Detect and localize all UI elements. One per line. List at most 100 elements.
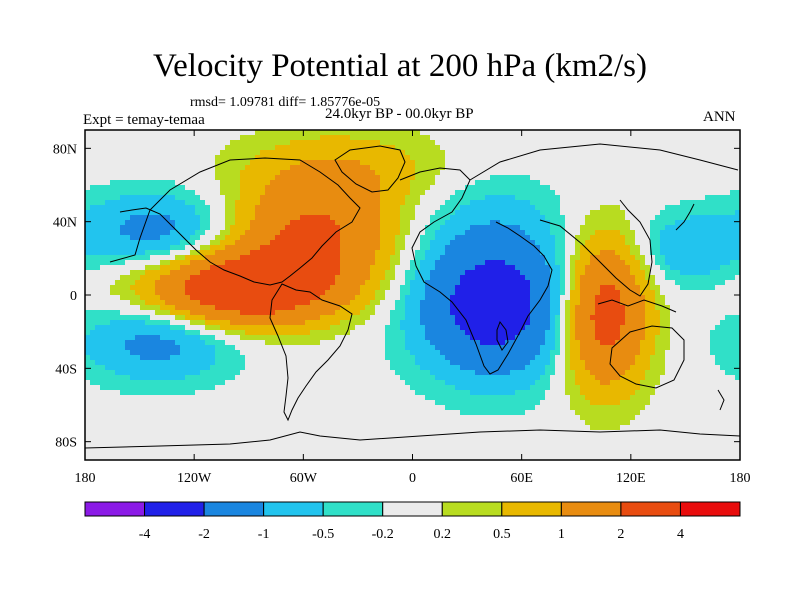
field-cell [345,180,351,186]
field-cell [350,160,356,166]
field-cell [175,440,181,446]
field-cell [400,180,406,186]
field-cell [400,150,406,156]
field-cell [425,290,431,296]
field-cell [420,305,426,311]
field-cell [455,360,461,366]
field-cell [155,255,161,261]
field-cell [325,160,331,166]
field-cell [155,160,161,166]
field-cell [315,410,321,416]
field-cell [365,370,371,376]
field-cell [185,425,191,431]
field-cell [380,340,386,346]
field-cell [205,200,211,206]
field-cell [245,140,251,146]
field-cell [130,340,136,346]
field-cell [85,235,91,241]
field-cell [145,225,151,231]
field-cell [160,225,166,231]
field-cell [85,270,91,276]
field-cell [285,165,291,171]
field-cell [290,295,296,301]
field-cell [85,370,91,376]
field-cell [120,375,126,381]
field-cell [180,350,186,356]
field-cell [150,250,156,256]
field-cell [355,240,361,246]
field-cell [430,180,436,186]
field-cell [390,290,396,296]
field-cell [250,215,256,221]
field-cell [235,150,241,156]
field-cell [380,385,386,391]
field-cell [450,325,456,331]
field-cell [420,245,426,251]
field-cell [295,135,301,141]
field-cell [105,200,111,206]
field-cell [330,300,336,306]
field-cell [245,440,251,446]
field-cell [315,180,321,186]
field-cell [115,365,121,371]
field-cell [235,390,241,396]
field-cell [180,455,186,460]
field-cell [115,195,121,201]
field-cell [185,325,191,331]
field-cell [225,215,231,221]
field-cell [225,430,231,436]
field-cell [120,400,126,406]
field-cell [165,145,171,151]
field-cell [205,390,211,396]
field-cell [450,440,456,446]
field-cell [340,280,346,286]
field-cell [85,140,91,146]
field-cell [305,265,311,271]
field-cell [355,290,361,296]
field-cell [155,135,161,141]
field-cell [135,235,141,241]
field-cell [90,325,96,331]
field-cell [100,390,106,396]
plot-title: Velocity Potential at 200 hPa (km2/s) [152,48,648,84]
field-cell [405,255,411,261]
field-cell [315,270,321,276]
field-cell [135,325,141,331]
field-cell [285,335,291,341]
field-cell [285,390,291,396]
field-cell [105,290,111,296]
field-cell [460,245,466,251]
field-cell [425,285,431,291]
field-cell [90,435,96,441]
field-cell [350,240,356,246]
field-cell [430,175,436,181]
field-cell [235,275,241,281]
field-cell [315,215,321,221]
field-cell [445,390,451,396]
field-cell [150,345,156,351]
field-cell [460,215,466,221]
field-cell [400,325,406,331]
field-cell [200,270,206,276]
field-cell [135,155,141,161]
field-cell [250,225,256,231]
field-cell [395,335,401,341]
field-cell [290,185,296,191]
field-cell [390,170,396,176]
field-cell [170,290,176,296]
field-cell [455,405,461,411]
field-cell [260,435,266,441]
field-cell [255,385,261,391]
field-cell [425,360,431,366]
field-cell [140,435,146,441]
field-cell [370,165,376,171]
field-cell [260,335,266,341]
field-cell [170,295,176,301]
field-cell [315,130,321,136]
field-cell [365,185,371,191]
field-cell [150,260,156,266]
field-cell [125,225,131,231]
field-cell [345,280,351,286]
field-cell [420,435,426,441]
field-cell [170,340,176,346]
